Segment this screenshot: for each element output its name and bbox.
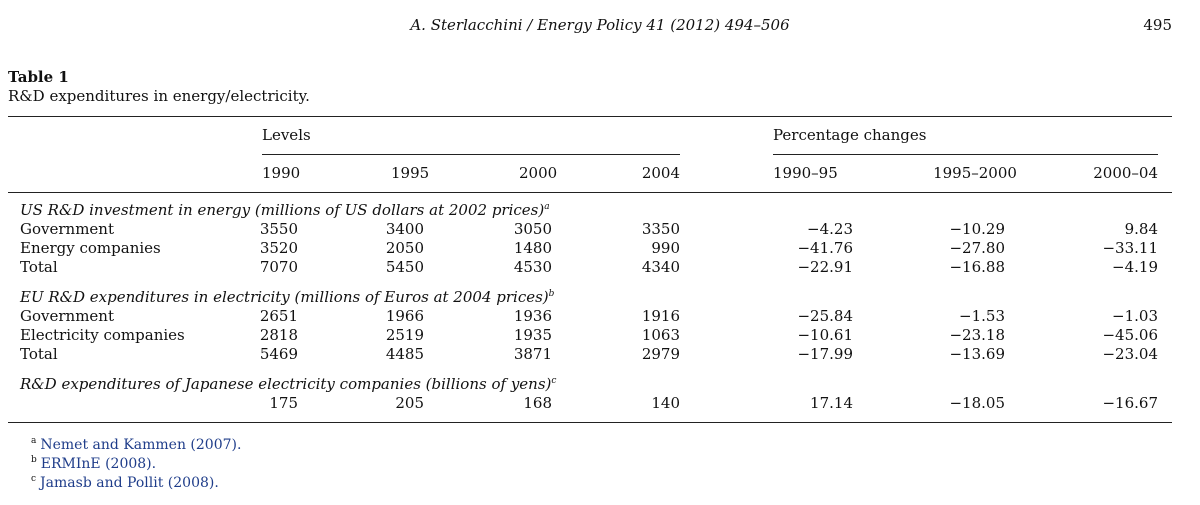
row-label: Energy companies xyxy=(20,239,161,257)
section-title-text: US R&D investment in energy (millions of… xyxy=(20,201,545,219)
table-cell: −23.04 xyxy=(1102,345,1158,363)
footnote-c: c Jamasb and Pollit (2008). xyxy=(31,474,219,491)
table-title: R&D expenditures in energy/electricity. xyxy=(8,87,310,105)
table-cell: 3050 xyxy=(513,220,552,238)
column-header-2004: 2004 xyxy=(641,164,680,182)
table-cell: 1916 xyxy=(641,307,680,325)
running-head: A. Sterlacchini / Energy Policy 41 (2012… xyxy=(0,16,1200,38)
section-title: EU R&D expenditures in electricity (mill… xyxy=(20,288,554,306)
group-header-percentage-changes: Percentage changes xyxy=(773,126,927,144)
table-cell: 4530 xyxy=(513,258,552,276)
footnote-a-link[interactable]: Nemet and Kammen (2007). xyxy=(40,437,242,453)
table-cell: −45.06 xyxy=(1102,326,1158,344)
footnote-c-link[interactable]: Jamasb and Pollit (2008). xyxy=(40,475,219,491)
footnotes: a Nemet and Kammen (2007). b ERMInE (2008)… xyxy=(31,436,241,493)
section-title: R&D expenditures of Japanese electricity… xyxy=(20,375,556,393)
footnote-marker: a xyxy=(544,202,550,212)
section-title-text: EU R&D expenditures in electricity (mill… xyxy=(20,288,549,306)
table-cell: −4.19 xyxy=(1112,258,1158,276)
table-cell: 990 xyxy=(651,239,680,257)
row-label: Total xyxy=(20,345,58,363)
table-cell: 2818 xyxy=(259,326,298,344)
table-cell: −13.69 xyxy=(949,345,1005,363)
table-cell: 3871 xyxy=(513,345,552,363)
column-header-1990-95: 1990–95 xyxy=(773,164,838,182)
footnote-a: a Nemet and Kammen (2007). xyxy=(31,436,242,453)
table-cell: −1.03 xyxy=(1112,307,1158,325)
table-cell: 4485 xyxy=(385,345,424,363)
table-cell: 1966 xyxy=(385,307,424,325)
table-cell: 4340 xyxy=(641,258,680,276)
table-caption: Table 1 R&D expenditures in energy/elect… xyxy=(8,68,310,106)
row-label: Government xyxy=(20,220,114,238)
group-header-levels: Levels xyxy=(262,126,311,144)
header-bottom-rule xyxy=(8,192,1172,193)
table-cell: 1935 xyxy=(513,326,552,344)
table-cell: −1.53 xyxy=(959,307,1005,325)
table-cell: −27.80 xyxy=(949,239,1005,257)
table-cell: −23.18 xyxy=(949,326,1005,344)
table-label: Table 1 xyxy=(8,68,69,86)
table-cell: −17.99 xyxy=(797,345,853,363)
table-cell: 2979 xyxy=(641,345,680,363)
table-cell: 2519 xyxy=(385,326,424,344)
table-cell: 5450 xyxy=(385,258,424,276)
column-header-2000-04: 2000–04 xyxy=(1093,164,1158,182)
table-cell: 168 xyxy=(523,394,552,412)
section-title: US R&D investment in energy (millions of… xyxy=(20,201,550,219)
table-bottom-rule xyxy=(8,422,1172,423)
table-cell: 140 xyxy=(651,394,680,412)
table-cell: 3550 xyxy=(259,220,298,238)
table-cell: −16.88 xyxy=(949,258,1005,276)
table-cell: 1063 xyxy=(641,326,680,344)
table-cell: −18.05 xyxy=(949,394,1005,412)
table-cell: 1480 xyxy=(513,239,552,257)
footnote-marker: b xyxy=(548,289,555,299)
table-cell: 2050 xyxy=(385,239,424,257)
table-cell: 9.84 xyxy=(1124,220,1158,238)
column-header-1990: 1990 xyxy=(262,164,301,182)
table-cell: 2651 xyxy=(259,307,298,325)
table-cell: −41.76 xyxy=(797,239,853,257)
table-cell: 3400 xyxy=(385,220,424,238)
table-cell: −4.23 xyxy=(807,220,853,238)
section-title-text: R&D expenditures of Japanese electricity… xyxy=(20,375,552,393)
table-cell: 205 xyxy=(395,394,424,412)
page-number: 495 xyxy=(1143,16,1172,34)
footnote-b: b ERMInE (2008). xyxy=(31,455,157,472)
table-cell: −10.61 xyxy=(797,326,853,344)
changes-underline xyxy=(773,154,1158,155)
footnote-marker: c xyxy=(551,376,557,386)
table-cell: 175 xyxy=(269,394,298,412)
table-cell: −22.91 xyxy=(797,258,853,276)
table-top-rule xyxy=(8,116,1172,117)
column-header-1995: 1995 xyxy=(391,164,430,182)
table-cell: −16.67 xyxy=(1102,394,1158,412)
table-cell: 5469 xyxy=(259,345,298,363)
column-header-2000: 2000 xyxy=(519,164,558,182)
footnote-b-link[interactable]: ERMInE (2008). xyxy=(40,456,157,472)
column-header-1995-2000: 1995–2000 xyxy=(933,164,1017,182)
table-cell: −25.84 xyxy=(797,307,853,325)
table-cell: 3350 xyxy=(641,220,680,238)
table-cell: −10.29 xyxy=(949,220,1005,238)
table-cell: 7070 xyxy=(259,258,298,276)
table-cell: 17.14 xyxy=(810,394,853,412)
table-cell: 3520 xyxy=(259,239,298,257)
journal-reference: A. Sterlacchini / Energy Policy 41 (2012… xyxy=(410,16,790,34)
row-label: Total xyxy=(20,258,58,276)
table-cell: 1936 xyxy=(513,307,552,325)
table-cell: −33.11 xyxy=(1102,239,1158,257)
row-label: Electricity companies xyxy=(20,326,185,344)
levels-underline xyxy=(262,154,680,155)
row-label: Government xyxy=(20,307,114,325)
